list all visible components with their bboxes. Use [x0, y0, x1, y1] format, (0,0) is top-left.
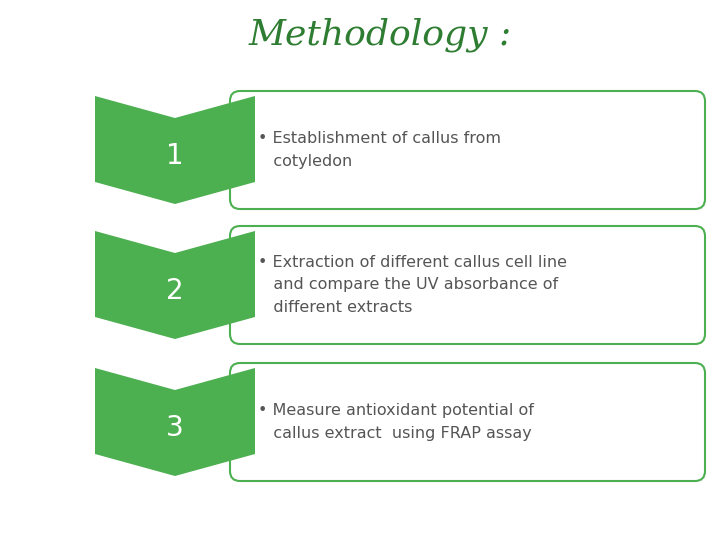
Text: • Extraction of different callus cell line
   and compare the UV absorbance of
 : • Extraction of different callus cell li… — [258, 255, 567, 315]
Text: • Measure antioxidant potential of
   callus extract  using FRAP assay: • Measure antioxidant potential of callu… — [258, 403, 534, 441]
FancyBboxPatch shape — [230, 226, 705, 344]
Text: 2: 2 — [166, 277, 184, 305]
Text: • Establishment of callus from
   cotyledon: • Establishment of callus from cotyledon — [258, 131, 501, 168]
Text: 1: 1 — [166, 142, 184, 170]
FancyBboxPatch shape — [230, 91, 705, 209]
Text: Methodology :: Methodology : — [248, 18, 512, 52]
Text: 3: 3 — [166, 414, 184, 442]
Polygon shape — [95, 96, 255, 204]
FancyBboxPatch shape — [230, 363, 705, 481]
Polygon shape — [95, 368, 255, 476]
Polygon shape — [95, 231, 255, 339]
